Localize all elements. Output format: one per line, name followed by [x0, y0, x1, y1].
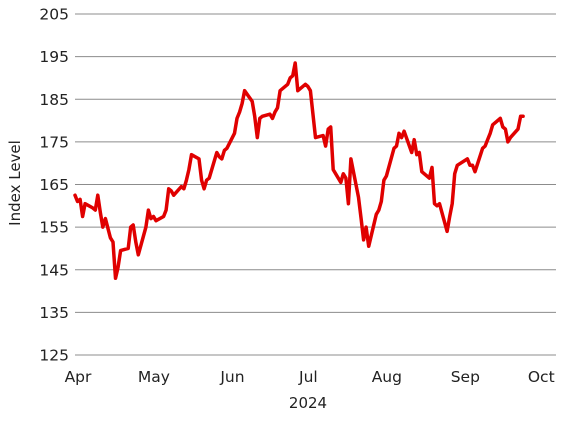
gridlines — [75, 13, 556, 356]
y-tick-label: 195 — [39, 48, 69, 66]
y-tick-label: 175 — [39, 133, 69, 151]
series-layer — [73, 61, 525, 281]
x-tick-label: Apr — [65, 368, 92, 386]
y-axis-title: Index Level — [6, 140, 24, 226]
y-tick-label: 185 — [39, 91, 69, 109]
y-tick-label: 205 — [39, 6, 69, 24]
y-tick-label: 145 — [39, 261, 69, 279]
x-tick-label: Sep — [451, 368, 480, 386]
y-axis-ticks: 125 135 145 155 165 175 185 195 205 — [39, 6, 69, 365]
x-tick-label: Jun — [219, 368, 244, 386]
x-tick-label: May — [138, 368, 170, 386]
y-tick-label: 165 — [39, 176, 69, 194]
x-axis-ticks: Apr May Jun Jul Aug Sep Oct — [65, 368, 555, 386]
y-tick-label: 155 — [39, 219, 69, 237]
y-tick-label: 135 — [39, 304, 69, 322]
x-tick-label: Jul — [298, 368, 318, 386]
series-line-1 — [73, 61, 525, 281]
x-axis-title: 2024 — [289, 394, 327, 412]
x-tick-label: Oct — [528, 368, 555, 386]
x-tick-label: Aug — [372, 368, 402, 386]
y-tick-label: 125 — [39, 347, 69, 365]
